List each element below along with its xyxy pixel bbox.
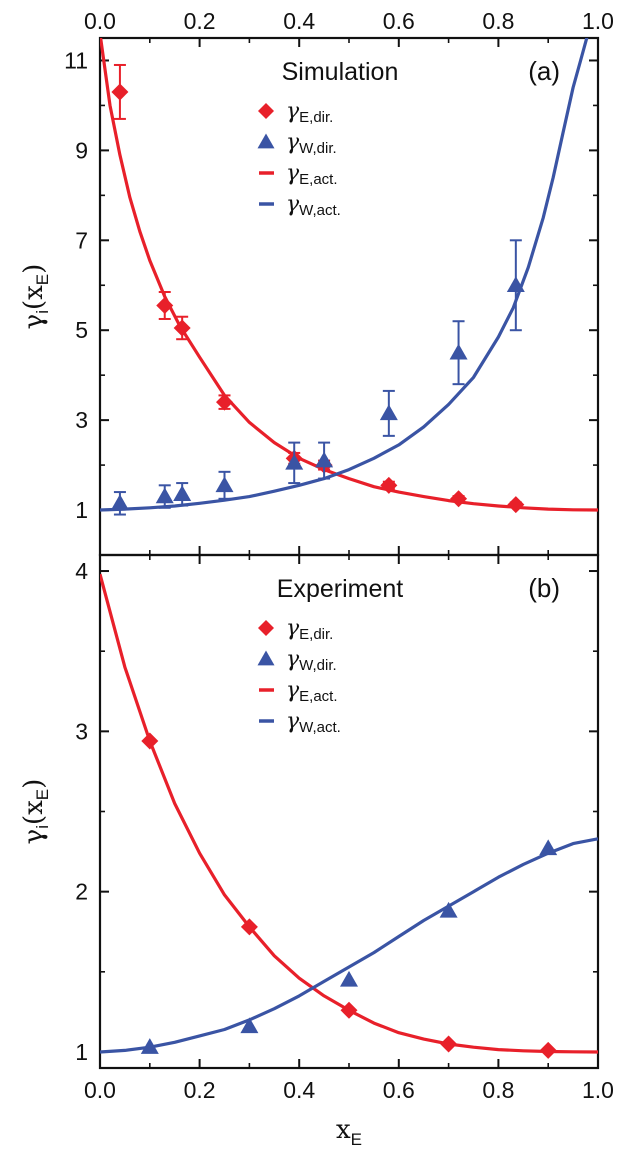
legend-marker-triangle — [257, 133, 275, 149]
diamond-point — [340, 1001, 358, 1019]
x-tick-label: 0.6 — [383, 8, 415, 34]
triangle-point — [315, 451, 334, 468]
legend-entry: γE,act. — [286, 161, 338, 188]
diamond-point — [380, 476, 398, 494]
diamond-point — [141, 732, 159, 750]
legend-marker-diamond — [258, 620, 274, 636]
x-tick-label: 1.0 — [582, 8, 614, 34]
x-tick-label: 0.2 — [184, 8, 216, 34]
x-axis-label: xE — [336, 1115, 362, 1149]
diamond-point — [240, 918, 258, 936]
y-tick-label: 4 — [75, 558, 88, 584]
diamond-point — [156, 296, 174, 314]
triangle-point — [215, 476, 234, 493]
series-curve-W-act- — [100, 837, 598, 1054]
data-layer — [100, 38, 598, 516]
y-tick-label: 1 — [75, 497, 88, 523]
diamond-point — [111, 83, 129, 101]
triangle-point — [439, 901, 458, 918]
diamond-point — [216, 393, 233, 411]
x-tick-label: 1.0 — [582, 1077, 614, 1103]
legend-entry: γE,dir. — [286, 616, 333, 643]
diamond-point — [507, 496, 525, 514]
panel-b-experiment: 1 2 3 4 0.0 0.2 0.4 0.6 0.8 1.0 γi(xE) xE Experiment… — [19, 553, 614, 1149]
legend-entry: γW,dir. — [286, 647, 337, 674]
x-tick-label: 0.0 — [84, 8, 116, 34]
triangle-point — [506, 276, 525, 293]
y-axis-label: γi(xE) — [19, 264, 52, 330]
y-tick-label: 3 — [75, 407, 88, 433]
legend-entry: γE,dir. — [286, 99, 333, 126]
triangle-point — [155, 487, 174, 504]
triangle-point — [539, 839, 558, 856]
panel-title: Experiment — [277, 575, 403, 603]
triangle-point — [285, 453, 304, 470]
triangle-point — [240, 1017, 259, 1034]
triangle-point — [140, 1038, 159, 1054]
x-tick-label: 0.4 — [283, 1077, 315, 1103]
y-tick-label: 5 — [75, 317, 88, 343]
x-tick-label: 0.6 — [383, 1077, 415, 1103]
data-layer — [100, 573, 598, 1059]
y-tick-label: 7 — [75, 227, 88, 253]
legend-marker-triangle — [257, 650, 275, 666]
legend-entry: γE,act. — [286, 678, 338, 705]
series-curve-W-act- — [100, 38, 589, 512]
y-tick-label: 2 — [75, 879, 88, 905]
triangle-point — [449, 343, 468, 360]
legend-entry: γW,act. — [286, 709, 341, 736]
y-tick-label: 11 — [64, 47, 88, 73]
x-tick-label: 0.4 — [283, 8, 315, 34]
panel-letter: (b) — [528, 573, 560, 603]
y-tick-label: 9 — [75, 137, 88, 163]
diamond-point — [450, 490, 468, 508]
diamond-point — [440, 1035, 458, 1053]
triangle-point — [110, 494, 129, 511]
legend-entry: γW,act. — [286, 192, 341, 219]
x-tick-label: 0.2 — [184, 1077, 216, 1103]
y-tick-label: 3 — [75, 718, 88, 744]
legend-marker-diamond — [258, 103, 274, 119]
x-tick-label: 0.8 — [482, 1077, 514, 1103]
x-tick-label: 0.8 — [482, 8, 514, 34]
diamond-point — [539, 1041, 557, 1059]
x-tick-label: 0.0 — [84, 1077, 116, 1103]
y-axis-label: γi(xE) — [19, 779, 52, 845]
series-curve-E-act- — [100, 38, 598, 512]
triangle-point — [173, 485, 192, 502]
panel-a-simulation: 1 3 5 7 9 11 0.0 0.2 0.4 0.6 0.8 1.0 γi(xE) Simulatio… — [19, 8, 614, 557]
triangle-point — [379, 404, 398, 421]
triangle-point — [340, 970, 358, 987]
y-tick-label: 1 — [75, 1039, 88, 1065]
plot-frame — [98, 553, 600, 1070]
panel-title: Simulation — [282, 58, 399, 86]
panel-letter: (a) — [528, 56, 560, 86]
diamond-point — [173, 319, 191, 337]
legend-entry: γW,dir. — [286, 130, 337, 157]
